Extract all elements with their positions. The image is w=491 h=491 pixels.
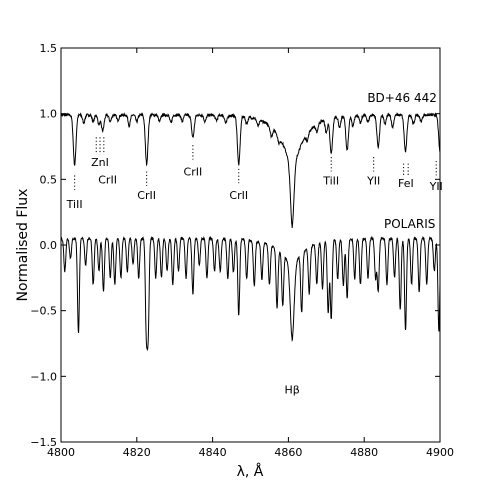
series-layer: [60, 112, 441, 352]
y-tick-label: 1.0: [40, 108, 58, 121]
annotation-layer: BD+46 442 POLARIS TiII ZnI CrII CrII CrII CrII T…: [66, 91, 443, 397]
y-tick-label: 0.0: [40, 239, 58, 252]
plot-frame: [60, 47, 441, 443]
line-id-label: ZnI: [91, 156, 109, 169]
line-id-label: CrII: [229, 189, 248, 202]
line-id-label: YII: [366, 175, 380, 188]
x-axis-label: λ, Å: [237, 463, 264, 480]
line-id-label: CrII: [98, 173, 117, 186]
y-tick-label: 1.5: [40, 42, 58, 55]
line-id-label: FeI: [398, 177, 414, 190]
x-tick-label: 4860: [274, 446, 302, 459]
x-tick-label: 4800: [47, 446, 75, 459]
y-tick-label: −0.5: [30, 305, 57, 318]
star-label: POLARIS: [384, 217, 435, 231]
tick-layer: 4800 4820 4840 4860 4880 4900 1.5 1.0 0.5 0.0 −0.5…: [30, 42, 454, 459]
x-tick-label: 4840: [199, 446, 227, 459]
star-label: BD+46 442: [367, 91, 437, 105]
series-line-1: [60, 235, 441, 352]
line-id-label: YII: [429, 180, 443, 193]
line-id-label: TiII: [66, 198, 83, 211]
line-id-label: Hβ: [285, 383, 300, 396]
x-tick-label: 4880: [350, 446, 378, 459]
x-tick-label: 4900: [426, 446, 454, 459]
series-line-0: [60, 112, 441, 228]
line-id-label: CrII: [137, 189, 156, 202]
line-id-label: CrII: [184, 165, 203, 178]
y-tick-label: −1.5: [30, 436, 57, 449]
x-tick-label: 4820: [123, 446, 151, 459]
y-tick-label: −1.0: [30, 370, 57, 383]
y-axis-label: Normalised Flux: [15, 189, 31, 302]
y-tick-label: 0.5: [40, 173, 58, 186]
line-id-label: TiII: [322, 175, 339, 188]
